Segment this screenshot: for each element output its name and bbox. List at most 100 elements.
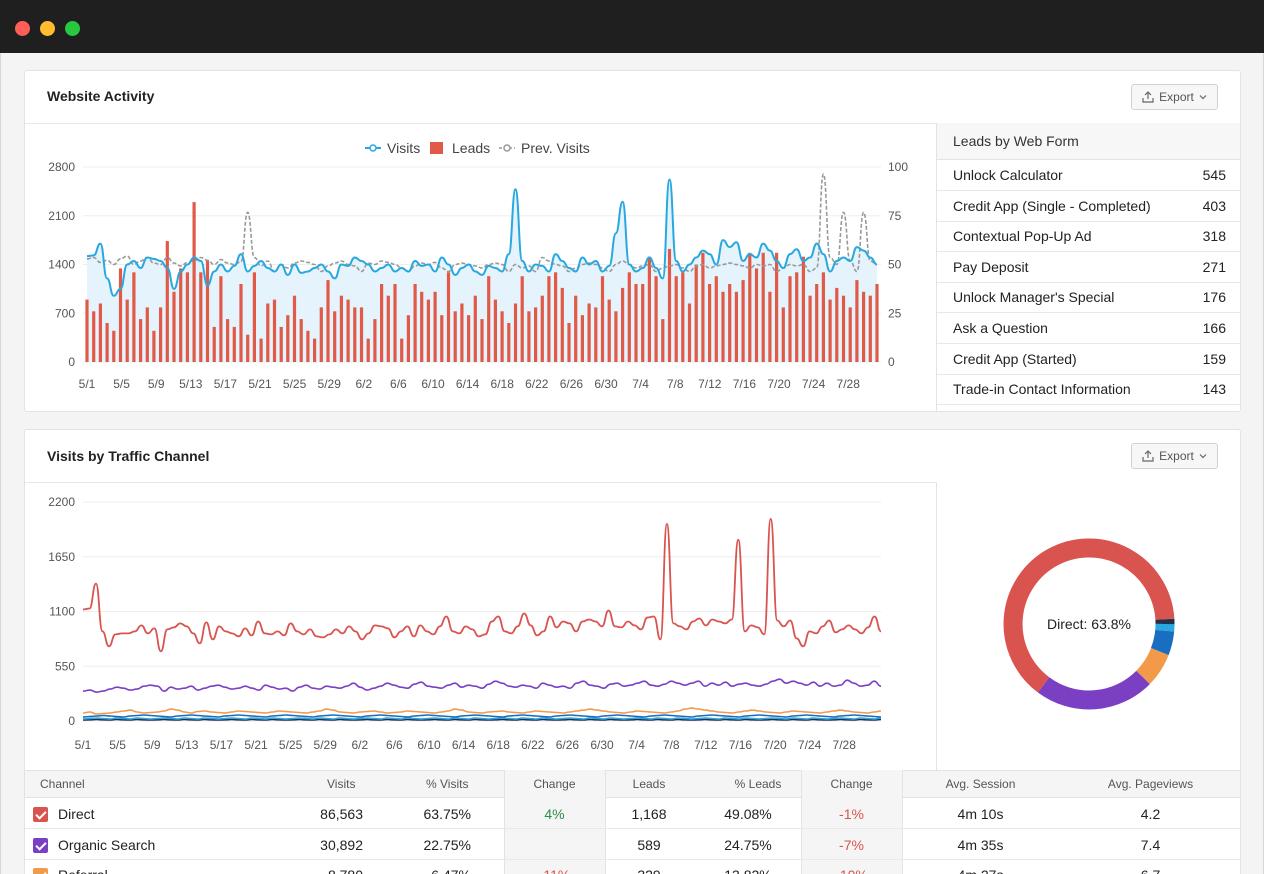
series-line-direct [82,517,882,653]
x-axis-tick-label: 6/14 [456,377,480,391]
column-header-leads-change[interactable]: Change [830,777,873,791]
leads-bar [313,338,317,362]
x-axis-tick-label: 7/16 [729,738,753,752]
web-form-row[interactable]: Unlock Calculator 545 [937,160,1240,191]
web-form-row[interactable]: Contextual Pop-Up Ad 318 [937,221,1240,253]
leads-bar [661,319,665,362]
leads-bar [359,307,364,362]
column-divider [902,770,903,874]
x-axis-tick-label: 5/25 [279,738,303,752]
column-header-avg-pageviews[interactable]: Avg. Pageviews [1107,777,1194,791]
web-form-label: Pay Deposit [953,258,1029,275]
x-axis-tick-label: 6/10 [417,738,441,752]
web-form-row[interactable]: Credit App (Started) 159 [937,344,1240,375]
leads-bar [266,303,270,362]
leads-bar [560,287,564,362]
leads-bar [446,272,451,362]
leads-bar [152,330,156,362]
web-form-row[interactable]: Trade-in Contact Information 143 [937,374,1240,406]
x-axis-tick-label: 7/24 [798,738,822,752]
channel-donut-chart: Direct: 63.8% [1003,538,1175,710]
column-header-pct-visits[interactable]: % Visits [426,777,469,791]
leads-bar [808,295,812,362]
web-form-label: Credit App (Single - Completed) [953,197,1151,214]
x-axis-tick-label: 6/6 [390,377,407,391]
x-axis-tick-label: 7/4 [628,738,645,752]
channel-checkbox[interactable] [33,807,48,822]
leads-bar [694,264,698,362]
export-button[interactable]: Export [1131,84,1218,110]
column-header-leads[interactable]: Leads [632,777,666,791]
web-form-row[interactable]: Pay Deposit 271 [937,252,1240,283]
leads-change-cell: -1% [839,806,864,822]
x-axis-tick-label: 6/10 [421,377,445,391]
x-axis-tick-label: 5/21 [244,738,268,752]
leads-bar [627,272,631,362]
export-icon [1142,91,1154,103]
channel-checkbox[interactable] [33,837,48,853]
leads-bar [513,303,518,362]
column-header-visits-change[interactable]: Change [533,777,576,791]
leads-bar [259,338,263,362]
y-axis-tick-label: 0 [68,714,75,728]
leads-bar [641,284,645,362]
column-divider [605,770,606,874]
leads-bar [185,272,189,362]
leads-bar [346,299,350,362]
column-header-visits[interactable]: Visits [327,777,356,791]
leads-bar [480,319,484,362]
x-axis-tick-label: 7/20 [767,377,791,391]
web-form-leads-count: 143 [1202,381,1226,398]
table-row[interactable]: Organic Search 30,892 22.75% 589 24.75% -7% 4m… [25,830,1240,860]
web-form-row[interactable]: Ask a Question 166 [937,313,1240,344]
x-axis-tick-label: 7/8 [667,377,684,391]
leads-bar [453,311,457,362]
export-button[interactable]: Export [1131,443,1218,469]
minimize-window-button[interactable] [40,21,55,36]
column-header-channel[interactable]: Channel [40,777,85,791]
leads-bar [366,338,370,362]
traffic-channel-card: Visits by Traffic Channel Export 0 550 110… [24,429,1241,874]
leads-bar [654,276,658,362]
leads-bar [400,338,404,362]
leads-bar [159,307,163,362]
column-header-avg-session[interactable]: Avg. Session [945,777,1016,791]
channel-name-cell: Organic Search [58,836,156,853]
pct-leads-cell: 49.08% [724,806,772,822]
y-axis-tick-label: 700 [55,306,75,320]
x-axis-tick-label: 7/8 [663,738,680,752]
leads-bar [333,311,337,362]
card-divider [25,123,1240,124]
leads-bar [212,326,216,362]
table-row[interactable]: Referral 8,780 6.47% -11%329 13.82% -10%4m 27… [25,860,1240,874]
avg-pageviews-cell: 4.2 [1140,806,1161,822]
leads-cell: 1,168 [631,806,667,822]
channel-checkbox[interactable] [33,868,48,874]
avg-pageviews-cell: 7.4 [1140,836,1161,853]
web-form-row[interactable]: Credit App (Single - Completed) 403 [937,191,1240,222]
leads-bar [172,291,176,362]
series-line-social [82,717,882,720]
maximize-window-button[interactable] [65,21,80,36]
web-form-leads-count: 318 [1202,228,1226,245]
leads-bar [607,299,611,362]
close-window-button[interactable] [15,21,30,36]
leads-bar [132,272,136,362]
leads-bar [306,330,310,362]
chevron-down-icon [1199,454,1207,459]
prev-visits-line [86,173,878,273]
visits-change-cell [504,830,605,860]
leads-bar [487,276,491,362]
series-line-email [82,718,882,721]
leads-bar [165,241,169,362]
web-form-row[interactable]: Unlock Manager's Special 176 [937,282,1240,314]
leads-bar [621,287,625,362]
x-axis-tick-label: 7/28 [837,377,861,391]
table-row[interactable]: Direct 86,563 63.75% 4% 1,168 49.08% -1% 4m 10s… [25,799,1240,829]
column-header-pct-leads[interactable]: % Leads [734,777,782,791]
card-title: Visits by Traffic Channel [47,448,210,464]
leads-bar [574,295,578,362]
leads-bar [199,272,203,362]
x-axis-tick-label: 6/26 [556,738,580,752]
pct-visits-cell: 6.47% [385,860,471,874]
